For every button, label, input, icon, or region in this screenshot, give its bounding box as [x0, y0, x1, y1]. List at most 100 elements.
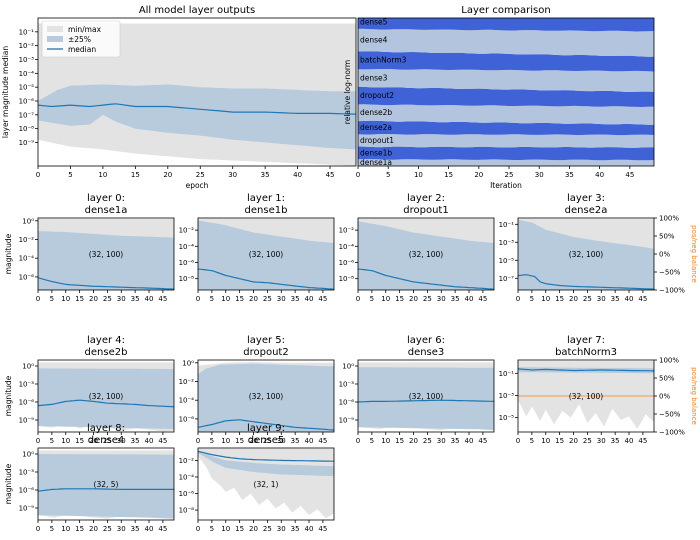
x-tick-label: 25	[583, 295, 592, 303]
x-tick-label: 5	[386, 171, 390, 179]
layer-band-label: dense4	[360, 36, 388, 45]
median-line	[197, 419, 335, 431]
x-tick-label: 35	[131, 295, 140, 303]
pct25-band	[518, 219, 654, 290]
x-tick-label: 40	[625, 295, 634, 303]
y-tick-label: 10⁻³	[19, 381, 35, 389]
x-tick-label: 40	[625, 437, 634, 445]
x-tick-label: 10	[61, 437, 70, 445]
x-tick-label: 5	[530, 437, 534, 445]
y-tick-label: 10⁻⁴	[179, 397, 195, 405]
median-line	[517, 274, 655, 290]
x-tick-label: 5	[50, 295, 54, 303]
y-tick-label: 10⁻⁶	[179, 415, 195, 423]
layer-band-label: dense1b	[360, 149, 392, 158]
x-tick-label: 40	[465, 437, 474, 445]
y-tick-label: 10⁻⁸	[19, 125, 35, 133]
x-tick-label: 20	[89, 525, 98, 533]
legend-entry-label: min/max	[68, 25, 102, 34]
panel-title-layer-index: layer 5:	[247, 335, 285, 346]
median-line	[197, 450, 334, 462]
panel-title-layer-name: dense1b	[245, 205, 288, 216]
x-tick-label: 45	[638, 437, 647, 445]
y-axis-label: relative log-norm	[343, 60, 352, 124]
x-tick-label: 35	[611, 295, 620, 303]
x-tick-label: 0	[196, 437, 200, 445]
x-tick-label: 15	[75, 295, 84, 303]
y-tick-label: 10⁻¹	[499, 221, 515, 229]
balance-tick-label: 0%	[659, 393, 670, 401]
x-tick-label: 0	[196, 525, 200, 533]
x-tick-label: 5	[370, 295, 374, 303]
x-tick-label: 0	[516, 437, 520, 445]
x-tick-label: 35	[291, 525, 300, 533]
x-tick-label: 0	[356, 295, 360, 303]
panel-l5: 10⁻⁶ 10⁻⁴ 10⁻² 10⁰ 0 5 10 15 20 25 30 35 40 45 layer 5…	[179, 335, 335, 445]
x-tick-label: 30	[228, 171, 237, 179]
x-tick-label: 25	[263, 295, 272, 303]
x-tick-label: 10	[221, 437, 230, 445]
y-tick-label: 10⁻³	[499, 239, 515, 247]
x-tick-label: 45	[625, 171, 634, 179]
tensor-shape-label: (32, 5)	[94, 480, 119, 489]
x-tick-label: 25	[263, 437, 272, 445]
x-tick-label: 30	[277, 437, 286, 445]
x-tick-label: 45	[318, 437, 327, 445]
layer-band-dense3	[358, 69, 654, 92]
legend-entry-label: median	[68, 45, 96, 54]
tensor-shape-label: (32, 100)	[569, 250, 604, 259]
layer-band-batchNorm3	[358, 51, 654, 72]
balance-tick-label: −50%	[659, 269, 681, 277]
pct25-band	[38, 454, 174, 519]
legend-swatch	[47, 26, 63, 32]
y-tick-label: 10⁻¹	[19, 28, 35, 36]
x-tick-label: 20	[89, 437, 98, 445]
pct25-band	[38, 84, 356, 150]
panel-title-layer-name: dense4	[88, 435, 125, 446]
balance-tick-label: 50%	[659, 233, 675, 241]
x-tick-label: 40	[145, 525, 154, 533]
x-tick-label: 45	[478, 437, 487, 445]
plot-frame	[357, 359, 495, 433]
median-line	[37, 399, 175, 408]
median-line	[517, 368, 655, 372]
x-tick-label: 10	[381, 295, 390, 303]
x-tick-label: 25	[423, 295, 432, 303]
panel-title-layer-index: layer 8:	[87, 423, 125, 434]
plot-frame	[37, 217, 175, 291]
x-tick-label: 20	[249, 437, 258, 445]
x-tick-label: 10	[61, 525, 70, 533]
x-tick-label: 5	[210, 525, 214, 533]
layer-band-dropout2	[358, 86, 654, 107]
plot-frame	[37, 359, 175, 433]
x-tick-label: 20	[89, 295, 98, 303]
x-tick-label: 20	[569, 295, 578, 303]
x-tick-label: 45	[478, 295, 487, 303]
layer-band-label: batchNorm3	[360, 56, 407, 65]
layer-band-dense2b	[358, 104, 654, 125]
y-tick-label: 10⁰	[342, 363, 354, 371]
x-tick-label: 25	[583, 437, 592, 445]
panel-l7: 10⁻⁵ 10⁻³ 10⁻¹ 0 5 10 15 20 25 30 35 40 45 −100% −50% 0…	[499, 335, 698, 445]
y-tick-label: 10⁻⁶	[19, 487, 35, 495]
x-tick-label: 30	[117, 437, 126, 445]
tensor-shape-label: (32, 1)	[254, 480, 279, 489]
y-tick-label: 10⁻³	[339, 381, 355, 389]
balance-axis-label: pos/neg balance	[690, 367, 698, 425]
balance-tick-label: 100%	[659, 215, 679, 223]
x-tick-label: 5	[50, 437, 54, 445]
y-tick-label: 10⁻⁷	[19, 111, 35, 119]
layer-band-label: dropout2	[360, 91, 394, 100]
plot-frame	[357, 17, 655, 167]
y-tick-label: 10⁻⁷	[499, 275, 515, 283]
x-tick-label: 35	[291, 295, 300, 303]
x-tick-label: 5	[370, 437, 374, 445]
y-tick-label: 10⁻⁴	[19, 70, 35, 78]
x-tick-label: 30	[277, 295, 286, 303]
y-tick-label: 10⁻²	[19, 42, 35, 50]
x-tick-label: 30	[117, 295, 126, 303]
pct25-band	[198, 363, 334, 432]
median-line	[37, 277, 175, 290]
layer-band-label: dense2b	[360, 108, 392, 117]
